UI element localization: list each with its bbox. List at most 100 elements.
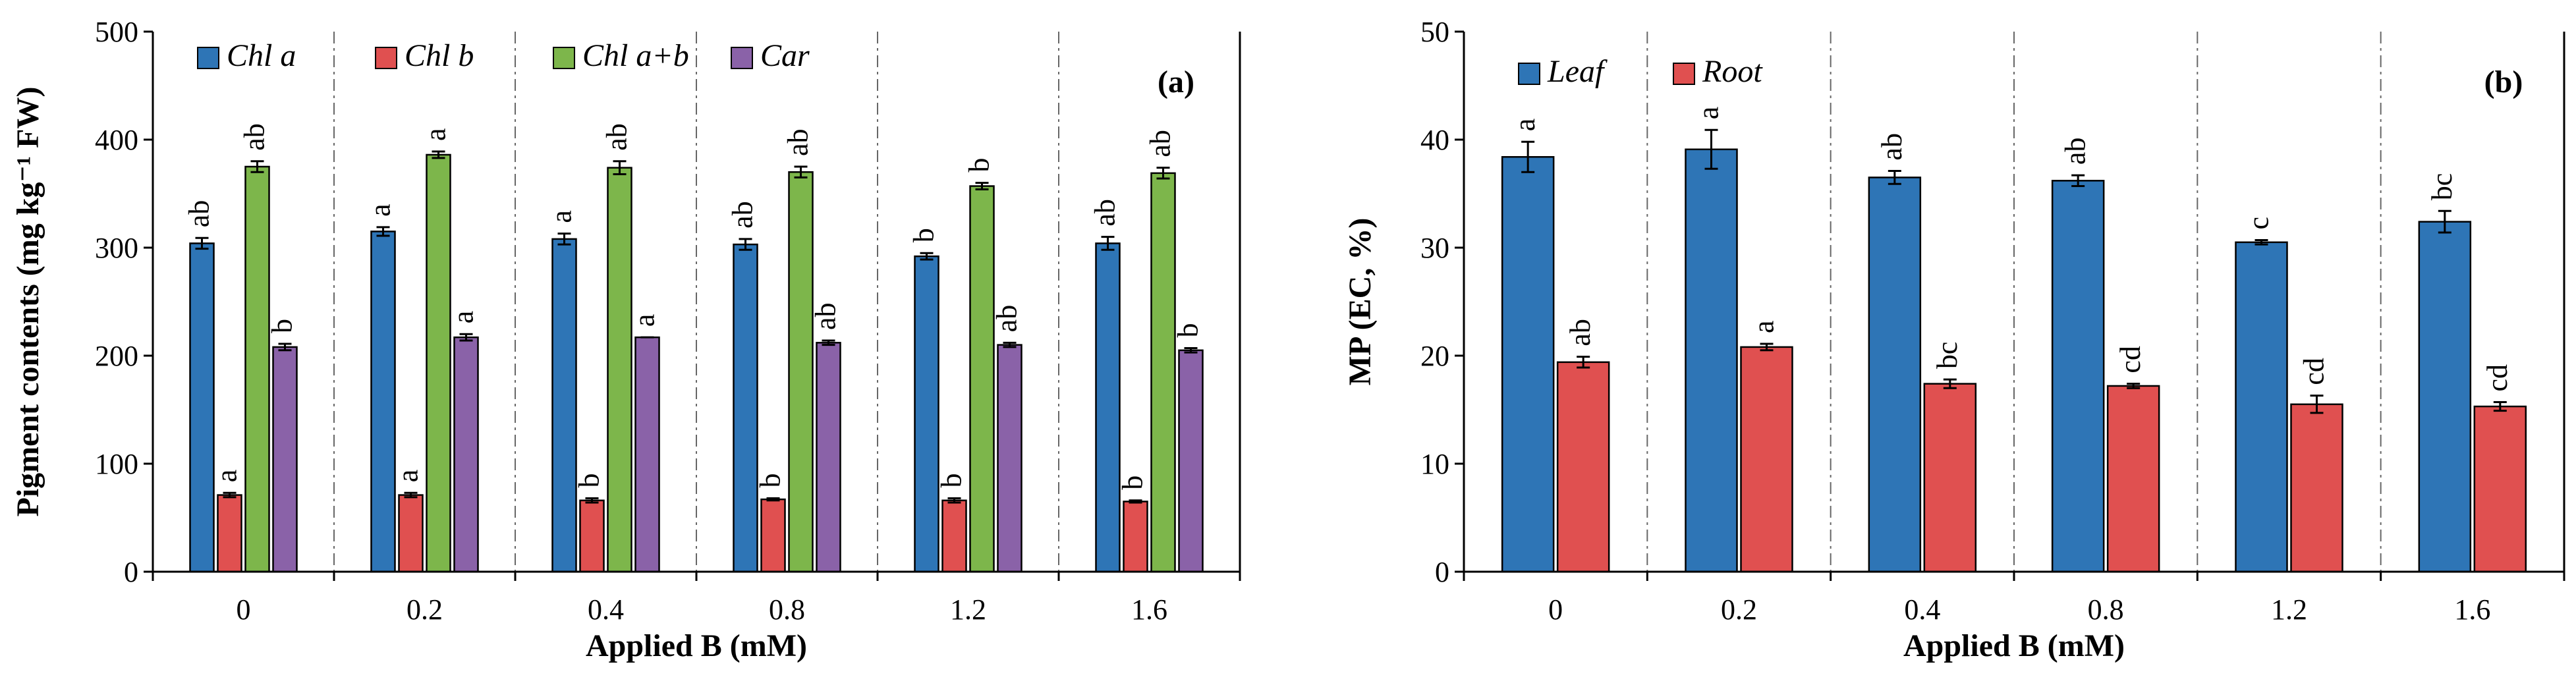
b-legend-label-leaf: Leaf	[1547, 54, 1608, 89]
a-significance-letter-chl-a-b: b	[963, 158, 995, 173]
a-bar-car	[1178, 349, 1204, 573]
b-bar-root	[1556, 361, 1610, 573]
a-y-tick-label: 0	[124, 556, 138, 588]
a-bar-chl-b	[760, 498, 786, 573]
a-significance-letter-chl-b: b	[754, 473, 787, 487]
b-bar-root	[2106, 385, 2160, 573]
b-error-bar-root	[1577, 356, 1590, 369]
b-bar-root	[1923, 383, 1977, 573]
a-x-tick-label: 0.4	[588, 593, 624, 626]
b-error-bar-leaf	[2254, 239, 2268, 246]
b-error-bar-root	[1760, 342, 1774, 352]
panel-b-y-axis-title: MP (EC, %)	[1343, 218, 1378, 386]
a-error-bar-chl-b	[1129, 499, 1142, 504]
a-significance-letter-car: b	[266, 319, 298, 333]
a-bar-chl-a-b	[969, 185, 995, 573]
a-bar-chl-a	[189, 242, 215, 573]
a-x-tick-label: 1.2	[950, 593, 986, 626]
a-y-tick-label: 200	[95, 340, 138, 372]
b-bar-root	[1740, 346, 1793, 573]
b-bar-leaf	[1501, 155, 1555, 573]
a-legend-swatch-chl-a	[197, 47, 219, 69]
a-bar-car	[453, 336, 479, 573]
a-significance-letter-chl-b: b	[573, 473, 605, 487]
a-error-bar-chl-a	[557, 233, 571, 246]
b-bar-root	[2290, 403, 2343, 573]
a-y-tick-label: 100	[95, 448, 138, 480]
a-error-bar-car	[459, 333, 473, 342]
a-y-tick-label: 500	[95, 16, 138, 48]
a-bar-chl-a-b	[426, 153, 451, 573]
b-y-tick-label: 20	[1420, 340, 1449, 372]
a-significance-letter-chl-b: b	[1117, 476, 1149, 490]
a-bar-chl-a	[370, 231, 396, 573]
b-bar-leaf	[1868, 177, 1922, 573]
b-significance-letter-leaf: ab	[2059, 138, 2091, 165]
a-error-bar-chl-a-b	[1156, 167, 1170, 180]
a-significance-letter-chl-a-b: ab	[238, 123, 271, 151]
a-bar-chl-b	[398, 494, 424, 573]
a-error-bar-chl-b	[766, 497, 780, 502]
a-y-tick-label: 400	[95, 124, 138, 156]
a-significance-letter-chl-a: ab	[183, 200, 215, 228]
a-bar-chl-a	[733, 243, 758, 573]
b-error-bar-root	[2493, 401, 2507, 412]
a-bar-chl-a	[551, 238, 577, 573]
a-error-bar-car	[278, 342, 292, 352]
a-error-bar-car	[1184, 347, 1198, 354]
a-x-tick-label: 0.8	[769, 593, 805, 626]
b-x-tick-label: 0.4	[1904, 593, 1940, 626]
b-significance-letter-root: cd	[2114, 346, 2146, 373]
b-x-tick-label: 0.8	[2088, 593, 2124, 626]
panel-a-legend: Chl a Chl b Chl a+b Car	[197, 38, 810, 73]
a-bar-chl-b	[217, 494, 242, 573]
b-y-tick-label: 50	[1420, 16, 1449, 48]
a-bar-chl-a-b	[788, 171, 814, 573]
b-significance-letter-leaf: bc	[2426, 173, 2458, 201]
a-significance-letter-chl-a-b: ab	[782, 128, 814, 156]
b-legend-label-root: Root	[1702, 54, 1763, 89]
b-x-tick-label: 0.2	[1721, 593, 1757, 626]
b-error-bar-root	[1943, 378, 1957, 389]
a-significance-letter-chl-a-b: a	[420, 128, 452, 142]
b-x-tick-label: 1.2	[2271, 593, 2307, 626]
b-y-tick-label: 0	[1435, 556, 1449, 588]
a-bar-car	[816, 342, 841, 573]
a-significance-letter-chl-a: ab	[1089, 199, 1121, 227]
a-significance-letter-chl-a: ab	[727, 201, 759, 229]
b-legend-swatch-leaf	[1518, 63, 1540, 85]
a-error-bar-chl-a-b	[613, 160, 627, 175]
b-error-bar-leaf	[1704, 128, 1718, 170]
a-x-tick-label: 0	[237, 593, 251, 626]
a-legend-swatch-car	[731, 47, 753, 69]
a-legend-label-chl-a: Chl a	[227, 38, 296, 73]
b-significance-letter-root: a	[1748, 320, 1780, 333]
a-error-bar-chl-b	[223, 491, 237, 499]
a-legend-label-chl-b: Chl b	[405, 38, 474, 73]
a-bar-chl-a	[914, 255, 939, 573]
a-significance-letter-chl-b: b	[936, 473, 968, 487]
a-x-tick-label: 1.6	[1131, 593, 1167, 626]
b-significance-letter-leaf: a	[1693, 107, 1725, 120]
a-error-bar-chl-b	[947, 497, 961, 504]
a-error-bar-car	[822, 339, 835, 346]
b-significance-letter-root: cd	[2481, 364, 2513, 392]
b-legend-swatch-root	[1673, 63, 1695, 85]
b-bar-leaf	[2418, 221, 2472, 573]
a-error-bar-chl-a	[1101, 236, 1115, 251]
b-significance-letter-root: bc	[1931, 342, 1963, 370]
a-significance-letter-chl-a-b: ab	[601, 123, 633, 151]
a-bar-chl-a-b	[244, 165, 270, 573]
panel-b-x-axis-title: Applied B (mM)	[1903, 628, 2125, 663]
b-y-tick-label: 10	[1420, 448, 1449, 480]
a-error-bar-chl-a	[195, 236, 209, 250]
a-significance-letter-car: a	[629, 314, 661, 327]
a-error-bar-chl-a-b	[794, 165, 808, 178]
a-error-bar-chl-a	[739, 238, 752, 251]
b-significance-letter-leaf: ab	[1876, 133, 1908, 161]
panel-b-legend: Leaf Root	[1518, 54, 1763, 89]
a-significance-letter-car: b	[1172, 323, 1204, 338]
a-error-bar-chl-a-b	[975, 182, 989, 190]
